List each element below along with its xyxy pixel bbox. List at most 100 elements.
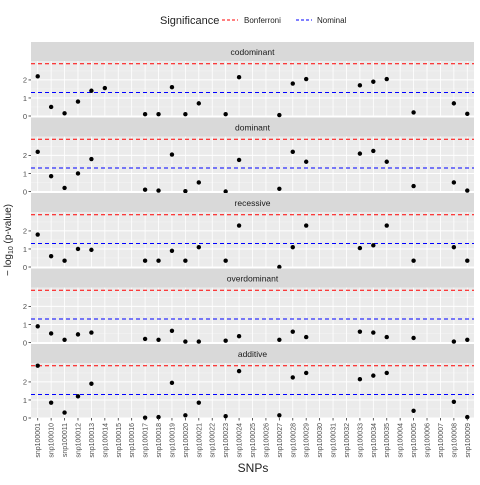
y-tick-label: 2: [23, 151, 27, 160]
data-point: [169, 328, 175, 333]
x-axis-label: SNPs: [238, 461, 269, 475]
data-point: [384, 334, 389, 340]
data-point: [277, 112, 282, 118]
strip-additive: [31, 344, 474, 363]
data-point: [411, 258, 416, 263]
x-tick-label: snp100011: [62, 423, 69, 457]
data-point: [48, 253, 54, 259]
strip-recessive: [31, 193, 474, 212]
data-point: [35, 324, 40, 329]
data-point: [35, 149, 40, 155]
x-tick-label: snp100032: [344, 423, 351, 458]
x-tick-label: snp100010: [49, 423, 56, 458]
y-axis-label: − log10 (p-value): [3, 204, 15, 276]
data-point: [451, 399, 457, 404]
y-tick-label: 0: [23, 112, 27, 121]
data-point: [35, 74, 40, 79]
x-tick-label: snp100023: [223, 423, 230, 458]
data-point: [384, 76, 389, 82]
x-tick-label: snp100028: [290, 423, 297, 458]
data-point: [102, 85, 108, 91]
x-tick-label: snp100022: [210, 423, 217, 458]
data-point: [183, 413, 188, 418]
data-point: [411, 408, 416, 413]
data-point: [465, 258, 470, 263]
y-tick-label: 0: [23, 414, 27, 423]
data-point: [465, 337, 470, 342]
data-point: [48, 400, 54, 405]
facet-panels: codominant012dominant012recessive012over…: [23, 42, 474, 423]
data-point: [89, 330, 94, 335]
data-point: [371, 243, 376, 248]
data-point: [303, 334, 309, 340]
data-point: [357, 245, 363, 251]
data-point: [371, 373, 376, 378]
legend-bonferroni-label: Bonferroni: [244, 16, 281, 25]
data-point: [357, 151, 363, 156]
data-point: [89, 247, 94, 253]
y-tick-label: 1: [23, 245, 27, 254]
x-tick-label: snp100021: [196, 423, 203, 458]
data-point: [196, 339, 202, 344]
x-tick-label: snp100004: [398, 423, 405, 458]
x-tick-label: snp100025: [250, 423, 257, 458]
y-tick-label: 1: [23, 320, 27, 329]
data-point: [303, 370, 309, 376]
data-point: [236, 75, 242, 80]
y-tick-label: 2: [23, 378, 27, 387]
data-point: [303, 223, 309, 228]
data-point: [62, 185, 67, 191]
y-axis-label-suffix: (p-value): [3, 204, 14, 246]
data-point: [236, 333, 242, 339]
x-tick-label: snp100029: [304, 423, 311, 458]
data-point: [236, 157, 242, 163]
data-point: [169, 152, 175, 157]
x-tick-label: snp100012: [75, 423, 82, 458]
x-tick-label: snp100009: [465, 423, 472, 458]
y-axis-label-subscript: 10: [8, 246, 15, 254]
data-point: [411, 183, 416, 189]
y-tick-label: 2: [23, 302, 27, 311]
data-point: [223, 413, 228, 419]
x-tick-label: snp100006: [425, 423, 432, 458]
x-tick-label: snp100001: [35, 423, 42, 458]
data-point: [465, 188, 470, 193]
data-point: [142, 336, 148, 342]
data-point: [357, 377, 363, 382]
data-point: [357, 329, 363, 334]
data-point: [156, 111, 161, 117]
data-point: [384, 370, 389, 376]
x-tick-label: snp100024: [237, 423, 244, 458]
data-point: [411, 335, 416, 341]
data-point: [357, 83, 363, 88]
x-tick-label: snp100013: [89, 423, 96, 458]
legend-nominal-label: Nominal: [317, 16, 347, 25]
data-point: [89, 381, 94, 386]
data-point: [236, 368, 242, 374]
data-point: [48, 104, 54, 110]
data-point: [48, 331, 54, 336]
x-tick-label: snp100014: [102, 423, 109, 458]
panel-recessive: recessive 0 1 2: [23, 193, 474, 272]
strip-label: codominant: [231, 47, 276, 57]
data-point: [465, 111, 470, 117]
data-point: [277, 413, 282, 418]
data-point: [384, 159, 389, 164]
x-tick-label: snp100030: [317, 423, 324, 458]
y-tick-label: 2: [23, 227, 27, 236]
data-point: [75, 171, 81, 176]
x-tick-label: snp100031: [331, 423, 338, 458]
data-point: [384, 223, 389, 228]
data-point: [75, 394, 81, 399]
data-point: [277, 337, 282, 342]
data-point: [156, 337, 161, 342]
data-point: [169, 84, 175, 90]
data-point: [35, 363, 40, 368]
data-point: [290, 329, 295, 334]
data-point: [451, 180, 457, 185]
x-tick-label: snp100007: [438, 423, 445, 458]
x-tick-label: snp100035: [384, 423, 391, 458]
data-point: [290, 149, 295, 155]
data-point: [277, 186, 282, 191]
strip-label: additive: [238, 349, 268, 359]
